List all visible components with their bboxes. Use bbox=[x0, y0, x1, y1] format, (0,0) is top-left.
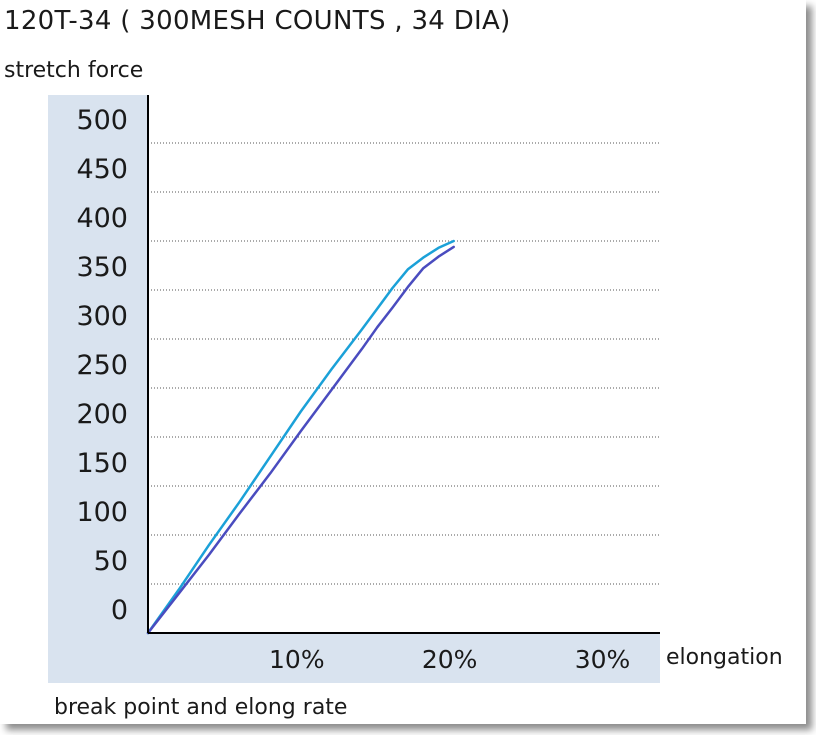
x-axis-label: elongation bbox=[666, 645, 783, 670]
y-tick-label: 150 bbox=[76, 448, 128, 479]
x-tick-label: 30% bbox=[575, 645, 631, 674]
series-line-2 bbox=[146, 245, 455, 635]
y-tick-label: 0 bbox=[111, 595, 128, 626]
y-axis-label: stretch force bbox=[4, 58, 144, 83]
series-lines bbox=[146, 239, 455, 635]
chart-caption: break point and elong rate bbox=[54, 695, 348, 720]
y-tick-label: 250 bbox=[76, 350, 128, 381]
y-tick-label: 200 bbox=[76, 399, 128, 430]
series-line-1 bbox=[146, 239, 455, 635]
y-axis-panel bbox=[48, 95, 148, 683]
x-axis-panel bbox=[148, 633, 660, 683]
x-tick-labels: 10% 20% 30% bbox=[269, 645, 630, 674]
x-tick-label: 10% bbox=[269, 645, 325, 674]
y-tick-label: 500 bbox=[76, 105, 128, 136]
y-tick-label: 450 bbox=[76, 154, 128, 185]
grid-lines bbox=[148, 142, 660, 585]
y-tick-label: 300 bbox=[76, 301, 128, 332]
y-tick-labels: 0 50 100 150 200 250 300 350 400 450 500 bbox=[76, 105, 128, 626]
y-tick-label: 400 bbox=[76, 203, 128, 234]
y-tick-label: 100 bbox=[76, 497, 128, 528]
chart-title: 120T-34 ( 300MESH COUNTS , 34 DIA) bbox=[4, 6, 511, 36]
y-tick-label: 50 bbox=[94, 546, 128, 577]
y-tick-label: 350 bbox=[76, 252, 128, 283]
x-tick-label: 20% bbox=[422, 645, 478, 674]
